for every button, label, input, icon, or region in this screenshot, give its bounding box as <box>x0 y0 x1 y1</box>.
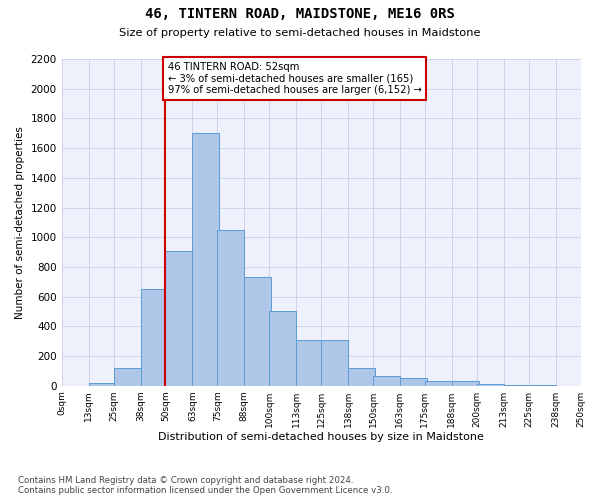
Bar <box>296 340 323 386</box>
Bar <box>321 340 348 386</box>
Bar <box>193 134 220 386</box>
Text: Size of property relative to semi-detached houses in Maidstone: Size of property relative to semi-detach… <box>119 28 481 38</box>
Text: Contains HM Land Registry data © Crown copyright and database right 2024.
Contai: Contains HM Land Registry data © Crown c… <box>18 476 392 495</box>
Bar <box>113 368 140 386</box>
Bar <box>89 382 116 386</box>
Text: 46 TINTERN ROAD: 52sqm
← 3% of semi-detached houses are smaller (165)
97% of sem: 46 TINTERN ROAD: 52sqm ← 3% of semi-deta… <box>167 62 421 95</box>
Y-axis label: Number of semi-detached properties: Number of semi-detached properties <box>15 126 25 319</box>
Bar <box>269 312 296 386</box>
Text: 46, TINTERN ROAD, MAIDSTONE, ME16 0RS: 46, TINTERN ROAD, MAIDSTONE, ME16 0RS <box>145 8 455 22</box>
Bar <box>504 385 530 386</box>
Bar <box>477 384 504 386</box>
Bar <box>425 380 452 386</box>
Bar <box>166 250 193 386</box>
X-axis label: Distribution of semi-detached houses by size in Maidstone: Distribution of semi-detached houses by … <box>158 432 484 442</box>
Bar <box>244 278 271 386</box>
Bar <box>400 378 427 386</box>
Bar <box>373 376 400 386</box>
Bar <box>140 289 167 386</box>
Bar <box>348 368 375 386</box>
Bar <box>452 382 479 386</box>
Bar <box>217 230 244 386</box>
